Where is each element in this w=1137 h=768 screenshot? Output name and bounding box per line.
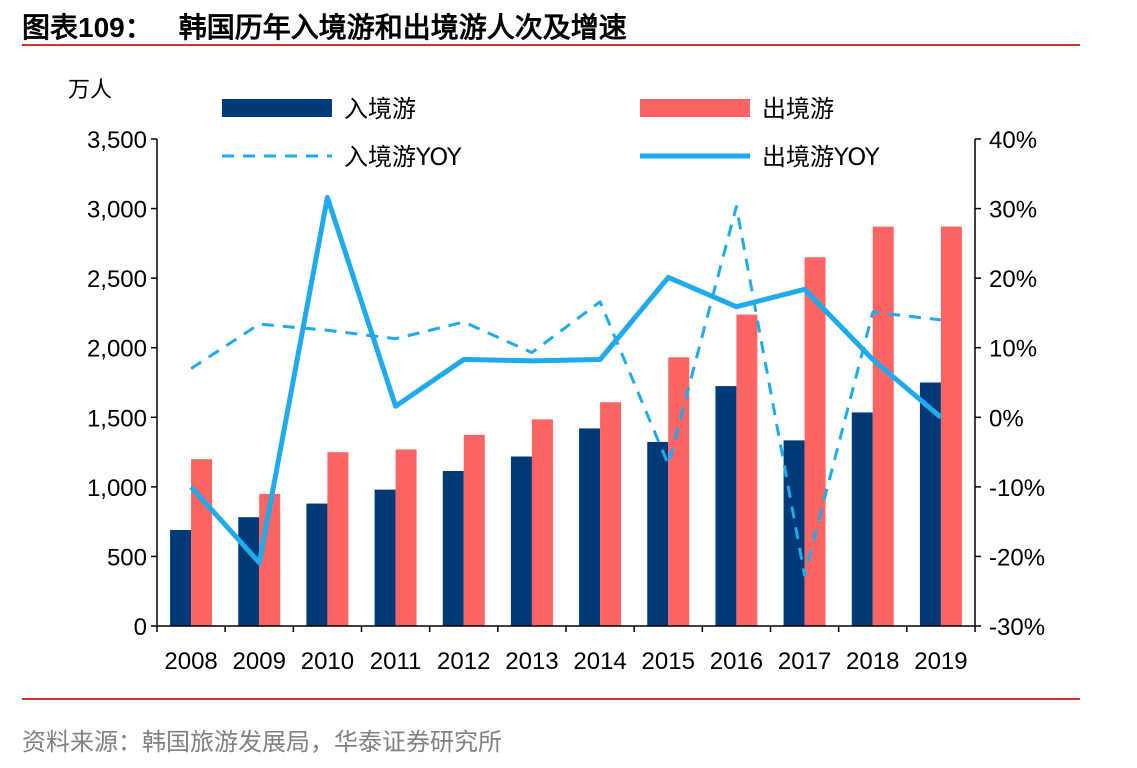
x-tick-label-2011: 2011: [370, 648, 422, 675]
bar-outbound-2014: [600, 402, 622, 626]
y-right-tick-label: -10%: [989, 475, 1045, 502]
legend-inbound-yoy-label: 入境游YOY: [344, 143, 462, 171]
top-rule: [22, 44, 1080, 46]
bar-outbound-2016: [736, 314, 758, 626]
bar-inbound-2013: [510, 456, 532, 626]
y-left-tick-label: 3,000: [87, 197, 147, 224]
x-tick-label-2013: 2013: [505, 648, 558, 675]
source-note: 资料来源：韩国旅游发展局，华泰证券研究所: [22, 728, 502, 756]
y-right-tick-label: 0%: [989, 405, 1024, 432]
x-tick-label-2009: 2009: [233, 648, 286, 675]
line-inbound-yoy: [190, 205, 942, 577]
bar-inbound-2008: [170, 529, 192, 626]
title-prefix: 图表: [22, 11, 79, 44]
x-tick-label-2008: 2008: [164, 648, 217, 675]
bar-inbound-2016: [715, 386, 737, 626]
bar-inbound-2019: [919, 382, 941, 626]
legend-inbound-swatch: [222, 99, 332, 117]
bar-outbound-2013: [531, 419, 553, 626]
title-colon: ：: [124, 11, 153, 44]
line-outbound-yoy: [189, 194, 943, 566]
bar-inbound-2010: [306, 503, 328, 626]
y-left-tick-label: 3,500: [87, 127, 147, 154]
y-right-tick-label: -30%: [989, 614, 1045, 641]
bar-outbound-2011: [395, 449, 417, 626]
bottom-rule: [22, 698, 1080, 700]
y-left-unit-label: 万人: [68, 78, 112, 103]
axes-layer: 2008 2009 2010 2011 2012 2013 2014 2015 2016 2017…: [87, 127, 1045, 675]
title-number: 109: [78, 12, 125, 43]
bar-inbound-2012: [442, 470, 464, 626]
y-right-tick-label: -20%: [989, 544, 1045, 571]
bar-inbound-2014: [579, 428, 601, 626]
x-tick-label-2010: 2010: [301, 648, 354, 675]
y-left-tick-label: 2,500: [87, 266, 147, 293]
y-left-tick-label: 1,500: [87, 405, 147, 432]
x-tick-label-2019: 2019: [914, 648, 967, 675]
bar-inbound-2011: [374, 489, 396, 626]
legend-outbound-swatch: [640, 99, 750, 117]
x-tick-label-2012: 2012: [437, 648, 490, 675]
x-tick-label-2017: 2017: [778, 648, 831, 675]
y-right-tick-label: 20%: [989, 266, 1037, 293]
y-left-tick-label: 2,000: [87, 336, 147, 363]
y-right-tick-label: 10%: [989, 336, 1037, 363]
y-right-tick-label: 40%: [989, 127, 1037, 154]
bar-outbound-2008: [191, 459, 213, 626]
bar-inbound-2015: [647, 441, 669, 626]
title-text: 韩国历年入境游和出境游人次及增速: [178, 11, 627, 44]
bar-inbound-2009: [238, 517, 260, 626]
x-tick-label-2018: 2018: [846, 648, 899, 675]
y-left-tick-label: 0: [134, 614, 147, 641]
bar-outbound-2012: [463, 434, 485, 626]
bar-outbound-2019: [940, 226, 962, 626]
x-tick-label-2015: 2015: [642, 648, 695, 675]
legend-inbound-label: 入境游: [344, 95, 416, 123]
y-left-tick-label: 1,000: [87, 475, 147, 502]
bar-outbound-2017: [804, 257, 826, 626]
bar-inbound-2018: [851, 412, 873, 626]
x-tick-label-2014: 2014: [573, 648, 626, 675]
chart-area: 2008 2009 2010 2011 2012 2013 2014 2015 2016 2017…: [68, 78, 1045, 675]
bar-outbound-2018: [872, 226, 894, 626]
bar-outbound-2010: [327, 452, 349, 626]
bar-inbound-2017: [783, 440, 805, 626]
y-right-tick-label: 30%: [989, 197, 1037, 224]
y-left-tick-label: 500: [107, 544, 147, 571]
x-tick-label-2016: 2016: [710, 648, 763, 675]
legend-outbound-label: 出境游: [762, 95, 834, 123]
bar-outbound-2015: [668, 357, 690, 626]
bar-layer: [170, 226, 962, 626]
line-layer: [189, 194, 943, 577]
legend-outbound-yoy-label: 出境游YOY: [762, 143, 880, 171]
page-title: 图表109： 韩国历年入境游和出境游人次及增速: [22, 6, 627, 46]
